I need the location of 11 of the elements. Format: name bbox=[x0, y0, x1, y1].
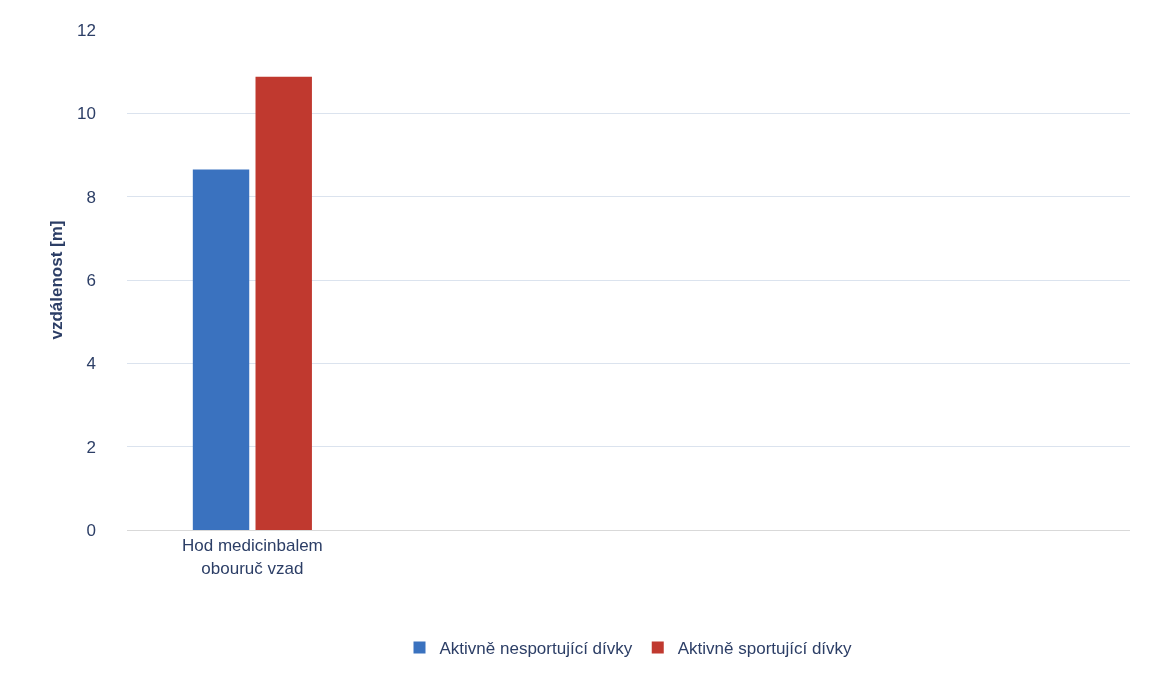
y-tick-label: 8 bbox=[86, 187, 96, 207]
y-tick-label: 4 bbox=[86, 354, 96, 374]
y-tick-label: 0 bbox=[86, 520, 96, 540]
legend-label: Aktivně nesportující dívky bbox=[439, 639, 633, 659]
x-tick-label: Hod medicinbalem obouruč vzad bbox=[181, 536, 323, 578]
y-tick-label: 2 bbox=[86, 437, 96, 457]
y-tick-label: 6 bbox=[86, 270, 96, 290]
y-axis-title: vzdálenost [m] bbox=[46, 220, 66, 340]
y-tick-label: 12 bbox=[77, 20, 96, 40]
y-tick-label: 10 bbox=[77, 104, 96, 124]
legend-label: Aktivně sportující dívky bbox=[677, 639, 853, 659]
